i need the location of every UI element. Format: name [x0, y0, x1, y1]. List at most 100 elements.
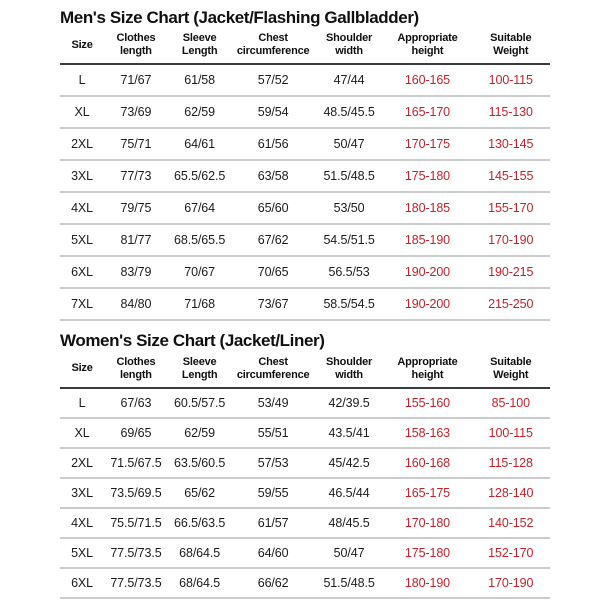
- value-cell: 170-190: [471, 567, 550, 599]
- value-cell: 85-100: [471, 387, 550, 419]
- value-cell: 180-190: [383, 567, 472, 599]
- value-cell: 65.5/62.5: [167, 160, 232, 194]
- table-row: L 67/63 60.5/57.5 53/49 42/39.5 155-160 85-100: [60, 387, 550, 419]
- table-row: XL 73/69 62/59 59/54 48.5/45.5 165-170 115-130: [60, 96, 550, 130]
- header-row: Size Clothes length Sleeve Length Chest cir…: [60, 354, 550, 389]
- value-cell: 81/77: [104, 224, 168, 258]
- table-row: L 71/67 61/58 57/52 47/44 160-165 100-115: [60, 64, 550, 98]
- value-cell: 71/67: [104, 64, 168, 98]
- table-row: 5XL 77.5/73.5 68/64.5 64/60 50/47 175-180 152-…: [60, 537, 550, 569]
- value-cell: 190-200: [383, 288, 472, 322]
- size-cell: L: [60, 387, 105, 419]
- value-cell: 160-165: [383, 64, 472, 98]
- value-cell: 65/62: [167, 477, 232, 509]
- value-cell: 69/65: [104, 417, 168, 449]
- womens-chart-title: Women's Size Chart (Jacket/Liner): [60, 331, 325, 351]
- column-header: Shoulder width: [314, 354, 384, 389]
- value-cell: 115-130: [471, 96, 550, 130]
- value-cell: 67/64: [167, 192, 232, 226]
- table-row: 4XL 75.5/71.5 66.5/63.5 61/57 48/45.5 170-180…: [60, 507, 550, 539]
- value-cell: 50/47: [314, 128, 384, 162]
- value-cell: 170-175: [383, 128, 472, 162]
- size-cell: 7XL: [60, 288, 105, 322]
- value-cell: 100-115: [471, 417, 550, 449]
- value-cell: 53/49: [231, 387, 315, 419]
- value-cell: 71/68: [167, 288, 232, 322]
- value-cell: 73/69: [104, 96, 168, 130]
- value-cell: 45/42.5: [314, 447, 384, 479]
- value-cell: 130-145: [471, 128, 550, 162]
- value-cell: 79/75: [104, 192, 168, 226]
- value-cell: 71.5/67.5: [104, 447, 168, 479]
- value-cell: 67/63: [104, 387, 168, 419]
- table-row: 3XL 73.5/69.5 65/62 59/55 46.5/44 165-175 128-…: [60, 477, 550, 509]
- value-cell: 59/55: [231, 477, 315, 509]
- column-header: Shoulder width: [314, 31, 384, 66]
- value-cell: 180-185: [383, 192, 472, 226]
- column-header: Clothes length: [104, 354, 168, 389]
- value-cell: 190-200: [383, 256, 472, 290]
- value-cell: 165-175: [383, 477, 472, 509]
- value-cell: 185-190: [383, 224, 472, 258]
- value-cell: 51.5/48.5: [314, 160, 384, 194]
- value-cell: 47/44: [314, 64, 384, 98]
- size-cell: XL: [60, 96, 105, 130]
- womens-size-table: Size Clothes length Sleeve Length Chest cir…: [60, 354, 550, 599]
- value-cell: 75/71: [104, 128, 168, 162]
- mens-size-chart-section: Men's Size Chart (Jacket/Flashing Gallbl…: [60, 8, 550, 322]
- value-cell: 140-152: [471, 507, 550, 539]
- value-cell: 50/47: [314, 537, 384, 569]
- value-cell: 68.5/65.5: [167, 224, 232, 258]
- value-cell: 61/56: [231, 128, 315, 162]
- value-cell: 100-115: [471, 64, 550, 98]
- value-cell: 84/80: [104, 288, 168, 322]
- value-cell: 155-160: [383, 387, 472, 419]
- table-row: 3XL 77/73 65.5/62.5 63/58 51.5/48.5 175-180 14…: [60, 160, 550, 194]
- value-cell: 215-250: [471, 288, 550, 322]
- size-cell: 3XL: [60, 160, 105, 194]
- table-row: 4XL 79/75 67/64 65/60 53/50 180-185 155-170: [60, 192, 550, 226]
- size-cell: 6XL: [60, 256, 105, 290]
- column-header: Chest circumference: [231, 354, 315, 389]
- table-row: XL 69/65 62/59 55/51 43.5/41 158-163 100-115: [60, 417, 550, 449]
- column-header: Suitable Weight: [471, 354, 550, 389]
- value-cell: 57/53: [231, 447, 315, 479]
- column-header: Clothes length: [104, 31, 168, 66]
- value-cell: 152-170: [471, 537, 550, 569]
- table-row: 6XL 77.5/73.5 68/64.5 66/62 51.5/48.5 180-190…: [60, 567, 550, 599]
- value-cell: 56.5/53: [314, 256, 384, 290]
- column-header: Sleeve Length: [167, 31, 232, 66]
- value-cell: 145-155: [471, 160, 550, 194]
- value-cell: 58.5/54.5: [314, 288, 384, 322]
- value-cell: 60.5/57.5: [167, 387, 232, 419]
- value-cell: 170-190: [471, 224, 550, 258]
- size-cell: 5XL: [60, 537, 105, 569]
- value-cell: 57/52: [231, 64, 315, 98]
- table-row: 2XL 71.5/67.5 63.5/60.5 57/53 45/42.5 160-168…: [60, 447, 550, 479]
- mens-size-table: Size Clothes length Sleeve Length Chest cir…: [60, 31, 550, 322]
- column-header: Suitable Weight: [471, 31, 550, 66]
- size-cell: 5XL: [60, 224, 105, 258]
- size-cell: 2XL: [60, 128, 105, 162]
- value-cell: 63/58: [231, 160, 315, 194]
- value-cell: 128-140: [471, 477, 550, 509]
- table-row: 5XL 81/77 68.5/65.5 67/62 54.5/51.5 185-190 17…: [60, 224, 550, 258]
- value-cell: 83/79: [104, 256, 168, 290]
- value-cell: 63.5/60.5: [167, 447, 232, 479]
- value-cell: 48.5/45.5: [314, 96, 384, 130]
- mens-chart-title: Men's Size Chart (Jacket/Flashing Gallbl…: [60, 8, 419, 27]
- value-cell: 66.5/63.5: [167, 507, 232, 539]
- value-cell: 59/54: [231, 96, 315, 130]
- column-header: Size: [60, 354, 105, 389]
- value-cell: 190-215: [471, 256, 550, 290]
- value-cell: 54.5/51.5: [314, 224, 384, 258]
- value-cell: 68/64.5: [167, 567, 232, 599]
- column-header: Sleeve Length: [167, 354, 232, 389]
- value-cell: 175-180: [383, 160, 472, 194]
- column-header: Chest circumference: [231, 31, 315, 66]
- value-cell: 65/60: [231, 192, 315, 226]
- column-header: Size: [60, 31, 105, 66]
- header-row: Size Clothes length Sleeve Length Chest cir…: [60, 31, 550, 66]
- value-cell: 68/64.5: [167, 537, 232, 569]
